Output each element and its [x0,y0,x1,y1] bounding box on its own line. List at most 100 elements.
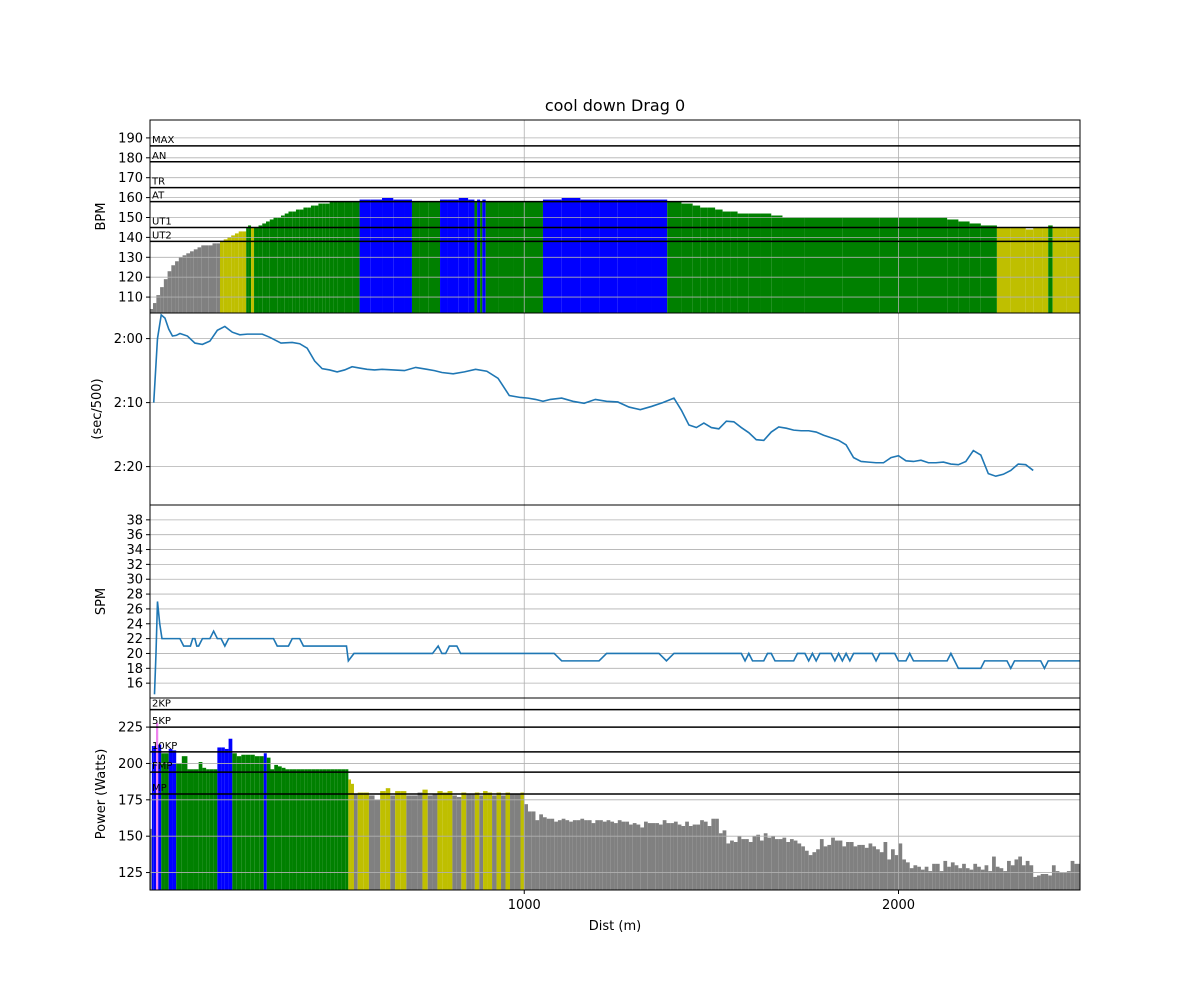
bar [905,862,910,890]
bar [155,722,159,890]
bar [879,852,884,890]
bar [730,211,738,313]
bar [647,823,652,890]
bar [715,818,719,890]
bar [442,792,448,890]
bar [304,769,308,890]
bar [782,217,805,313]
bar [241,754,246,890]
bar [651,199,668,313]
bar [838,840,843,890]
bar [295,209,300,313]
bar [774,839,779,890]
bar [300,769,305,890]
bar [212,243,217,313]
bar [550,818,555,890]
bar [280,215,285,313]
bar [390,795,396,890]
bar [242,231,247,313]
bar [1059,872,1064,890]
y-tick-label: 180 [118,151,143,166]
y-tick-label: 2:00 [114,332,143,347]
bar [1036,875,1041,890]
bar [510,794,515,890]
bar [876,849,880,890]
bar [565,820,570,890]
bar [812,852,817,890]
bar [334,769,338,890]
bar [950,862,955,890]
bar [382,197,394,313]
y-axis-label: SPM [94,588,109,615]
bar [217,747,222,890]
bar [666,823,671,890]
bar [1029,865,1034,890]
bar [662,820,667,890]
plot-area [150,120,1080,313]
y-axis-label: BPM [94,203,109,231]
bar [1025,860,1030,890]
bar [231,235,235,313]
bar [197,247,202,313]
y-tick-label: 170 [118,171,143,186]
bar [804,217,843,313]
bar [542,199,562,313]
bar [350,783,354,890]
zone-label: MP [152,783,167,794]
bar [737,836,742,890]
bar [1014,859,1019,890]
bar [857,844,862,890]
bar [466,794,472,890]
bar [150,309,153,313]
bar [677,824,682,890]
bar [902,859,906,890]
bar [1010,227,1026,313]
bar [307,769,312,890]
bar [778,839,783,890]
bar [160,287,164,313]
bar [980,869,985,890]
bar [801,846,805,890]
bar [909,868,914,890]
y-tick-label: 140 [118,231,143,246]
bar [527,811,532,890]
bar [223,239,228,313]
bar [176,763,182,890]
zone-label: FMP [152,761,172,772]
bar [496,792,502,890]
bar [151,746,154,890]
bar [303,207,308,313]
bar [745,839,749,890]
bar [707,207,716,313]
bar [238,231,243,313]
bar [263,753,267,890]
bar [977,866,981,890]
bar [917,217,948,313]
bar [1066,227,1080,313]
bar [700,207,708,313]
bar [988,871,993,890]
y-tick-label: 120 [118,271,143,286]
bar [898,843,903,890]
bar [958,221,970,313]
y-tick-label: 200 [118,757,143,772]
bar [1044,874,1049,890]
series-line [152,313,1034,478]
bar [274,764,278,890]
bar [771,215,783,313]
bar [1052,227,1067,313]
bar [273,217,278,313]
bar [707,826,712,890]
bar [804,850,809,890]
plot-area [150,698,1080,890]
bar [175,261,179,313]
bar [266,757,271,890]
y-tick-label: 18 [126,662,143,677]
bar [1048,225,1053,313]
bar [326,769,331,890]
bar [234,233,239,313]
bar [254,227,259,313]
bar [330,769,335,890]
